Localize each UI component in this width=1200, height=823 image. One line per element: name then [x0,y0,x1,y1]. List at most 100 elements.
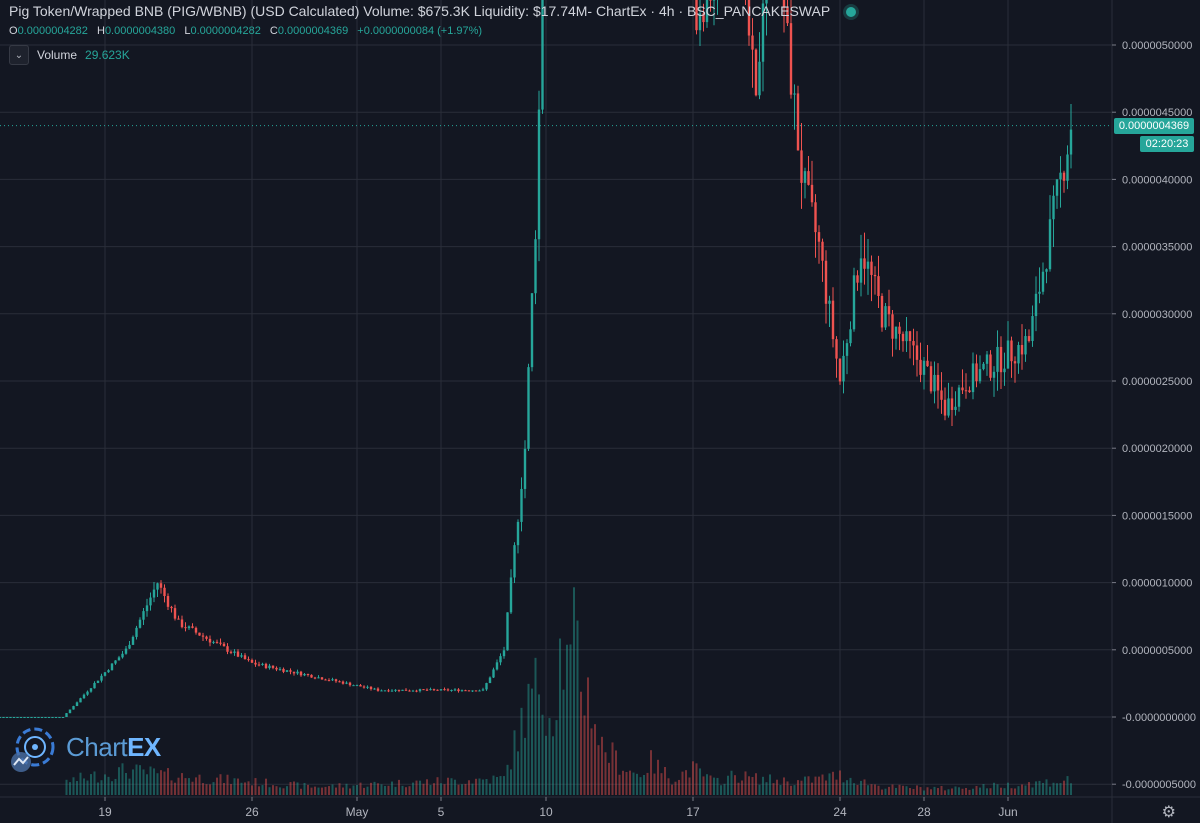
chevron-down-icon[interactable]: ⌄ [9,45,29,65]
candle-body [702,13,705,23]
candle-body [450,689,453,691]
volume-bar [891,784,894,795]
candle-body [352,685,355,687]
time-tick-label: 24 [833,805,847,819]
volume-bar [1031,787,1034,795]
volume-bar [776,779,778,795]
volume-bar [954,786,957,795]
open-value: 0.0000004282 [17,25,88,37]
candle-body [1024,336,1027,355]
candle-body [982,363,985,370]
candle-body [1020,345,1024,355]
candle-body [12,717,16,718]
candle-body [0,717,2,718]
volume-bar [538,694,540,795]
candle-body [320,677,324,680]
volume-bar [478,778,481,795]
time-axis[interactable]: 19 26 May 5 10 17 24 28 Jun [0,796,1200,819]
gear-icon[interactable]: ⚙ [1161,804,1176,821]
candle-body [51,717,54,718]
candle-body [793,93,796,95]
candle-body [856,275,859,283]
candle-body [817,232,821,242]
volume-bar [429,785,432,795]
volume-bar [216,777,218,795]
volume-bar [251,785,253,795]
volume-bar [415,780,418,795]
volume-bar [408,786,411,795]
candle-body [996,346,999,372]
volume-bar [937,788,939,795]
volume-bar [552,736,554,795]
candle-body [789,23,793,95]
candle-body [9,717,12,718]
price-axis[interactable]: -0.0000005000 -0.0000000000 0.0000005000 0.… [1111,0,1196,823]
candle-body [957,387,961,407]
volume-bar [331,784,334,795]
candle-body [327,680,331,682]
volume-bar [261,785,264,795]
volume-bar [76,780,78,795]
chart-title: Pig Token/Wrapped BNB (PIG/WBNB) (USD Ca… [9,3,830,19]
candle-body [765,0,768,4]
candle-body [824,260,828,304]
volume-bar [576,620,579,795]
volume-bar [177,777,180,795]
volume-bar [265,778,267,795]
volume-bar [972,788,974,795]
volume-bar [884,788,887,795]
volume-bar [240,782,243,795]
volume-bar [968,789,971,795]
volume-bar [450,778,453,795]
volume-label: Volume [37,48,78,62]
candle-body [341,681,345,684]
volume-bar [69,782,71,795]
candle-body [866,261,870,269]
volume-bar [226,774,229,795]
volume-bar [279,787,281,795]
volume-bar [933,786,936,795]
volume-bar [790,785,792,795]
candle-body [2,717,5,718]
volume-bar [632,772,635,795]
volume-bar [818,776,820,795]
volume-bar [590,728,593,795]
volume-bar [149,766,152,795]
candle-body [1031,316,1034,342]
time-tick-label: 17 [686,805,700,819]
volume-bar [321,787,323,795]
volume-bar [394,786,397,795]
candle-body [698,13,702,31]
volume-bar [314,786,316,795]
volume-bar [961,788,964,795]
grid [0,0,1112,797]
volume-bar [146,774,148,795]
candles [0,0,1112,718]
volume-bar [440,783,442,795]
volume-bar [342,787,344,795]
candle-body [831,300,835,340]
volume-bar [373,781,376,795]
candle-body [796,93,800,151]
volume-bar [244,782,246,795]
candle-body [495,662,499,670]
candle-body [922,360,926,375]
candle-body [387,690,390,692]
volume-bar [128,778,131,795]
candle-body [1048,219,1052,270]
volume-bar [674,781,677,795]
countdown-tag: 02:20:23 [1140,135,1194,152]
candle-body [138,619,142,628]
volume-bar [237,778,239,795]
candle-body [807,171,810,185]
volume-bar [898,784,901,795]
volume-bar [779,785,782,795]
candle-body [439,689,443,691]
candle-body [114,660,117,664]
candle-body [72,706,75,710]
candle-body [782,0,786,8]
candle-body [75,702,79,707]
volume-bar [363,787,365,795]
